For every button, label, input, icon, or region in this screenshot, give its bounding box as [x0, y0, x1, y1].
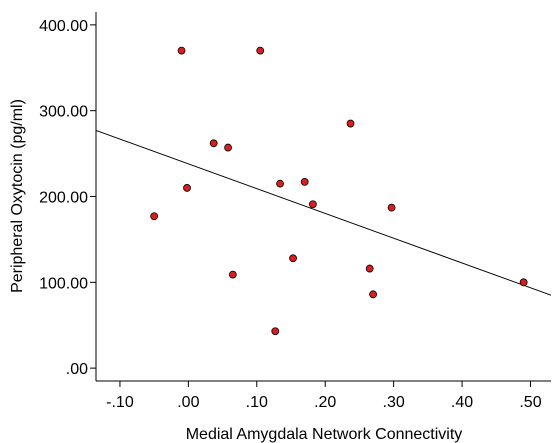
data-point [224, 143, 232, 152]
data-point [209, 139, 218, 148]
data-point [271, 327, 280, 336]
data-point [365, 264, 374, 273]
data-point [289, 254, 297, 263]
data-point [369, 290, 378, 299]
x-tick-label: .50 [519, 394, 541, 411]
data-point [308, 200, 317, 209]
data-point [256, 46, 265, 55]
x-ticks: -.10 .00 .10 .20 .30 .40 .50 [106, 381, 542, 411]
y-tick-label: .00 [66, 361, 88, 378]
data-point [346, 119, 355, 128]
data-point [228, 270, 237, 279]
axes [95, 12, 551, 382]
y-ticks: .00 100.00 200.00 300.00 400.00 [39, 18, 96, 378]
x-tick-label: .40 [451, 394, 473, 411]
fit-line-group [95, 129, 552, 296]
y-tick-label: 400.00 [39, 18, 88, 35]
x-tick-label: .00 [177, 394, 199, 411]
y-tick-label: 200.00 [39, 190, 88, 207]
data-point [300, 178, 309, 186]
x-tick-label: .10 [246, 394, 268, 411]
data-point [183, 184, 191, 192]
points-group [150, 46, 528, 336]
y-tick-label: 100.00 [39, 275, 88, 292]
fit-line [95, 129, 552, 296]
data-point [276, 179, 284, 188]
data-point [387, 203, 396, 212]
y-axis-title: Peripheral Oxytocin (pg/ml) [9, 99, 26, 293]
x-tick-label: .20 [314, 394, 336, 411]
x-axis-title: Medial Amygdala Network Connectivity [186, 426, 463, 443]
y-tick-label: 300.00 [39, 104, 88, 121]
data-point [177, 46, 186, 55]
x-tick-label: -.10 [106, 394, 134, 411]
data-point [150, 212, 159, 221]
x-tick-label: .30 [383, 394, 405, 411]
data-point [519, 278, 528, 287]
